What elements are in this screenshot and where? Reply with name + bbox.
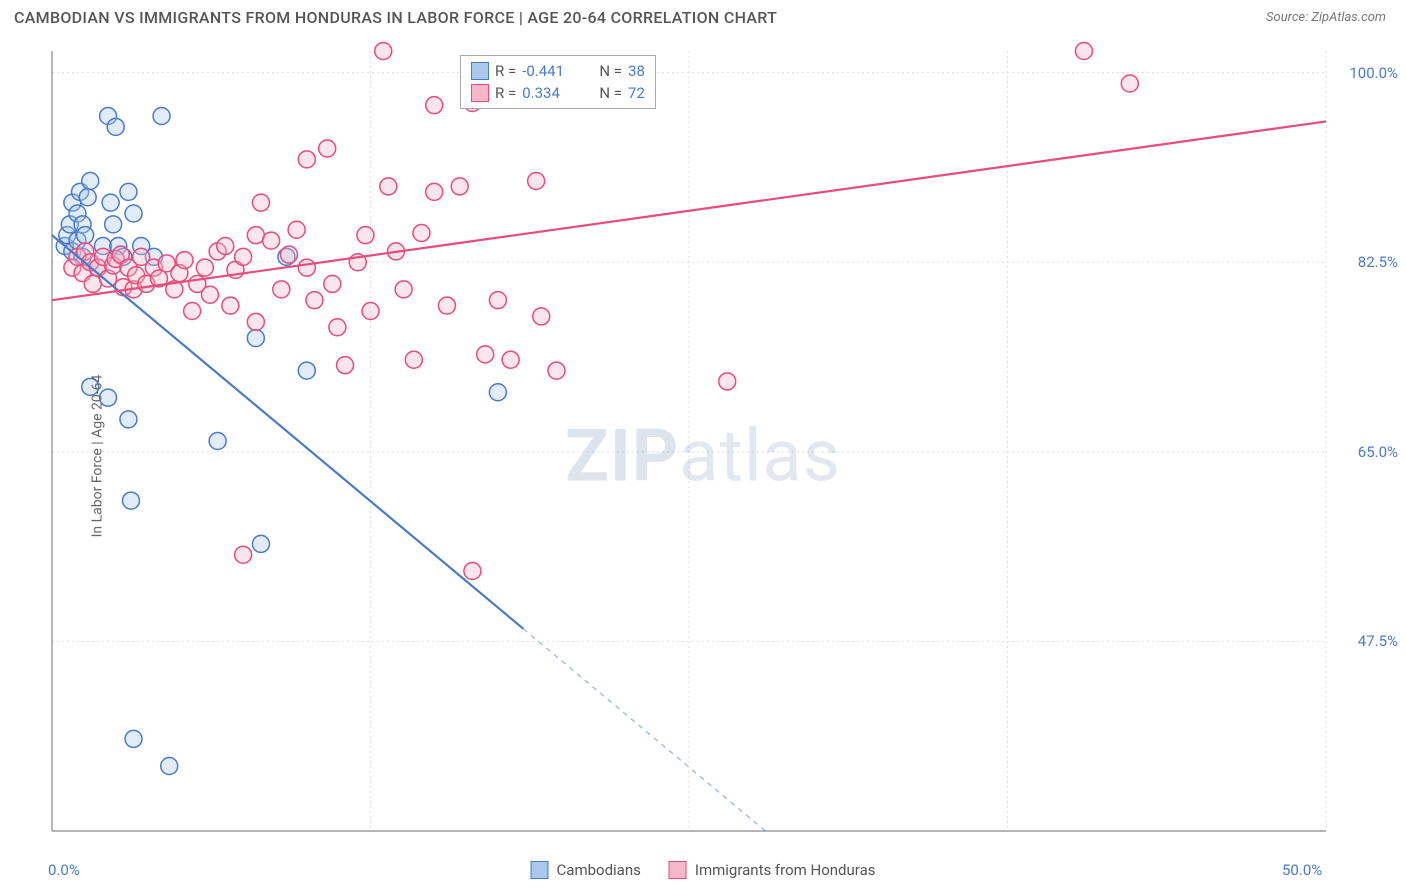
chart-title: CAMBODIAN VS IMMIGRANTS FROM HONDURAS IN… [14, 8, 777, 27]
x-tick-label: 0.0% [48, 861, 80, 879]
legend-swatch [531, 861, 549, 879]
y-tick-label: 47.5% [1358, 632, 1398, 650]
y-tick-label: 65.0% [1358, 443, 1398, 461]
legend-label: Immigrants from Honduras [695, 861, 876, 879]
y-tick-label: 100.0% [1349, 64, 1398, 82]
scatter-plot [0, 31, 1406, 881]
legend-swatch [471, 84, 489, 102]
chart-container: ZIPatlas In Labor Force | Age 20-64 100.… [0, 31, 1406, 881]
stats-legend: R = -0.441 N = 38R = 0.334 N = 72 [460, 55, 656, 109]
y-axis-label: In Labor Force | Age 20-64 [89, 375, 105, 538]
x-tick-label: 50.0% [1282, 861, 1322, 879]
source-attribution: Source: ZipAtlas.com [1266, 10, 1386, 25]
legend-swatch [669, 861, 687, 879]
legend-label: Cambodians [557, 861, 641, 879]
series-legend: Cambodians Immigrants from Honduras [531, 861, 876, 879]
legend-swatch [471, 62, 489, 80]
y-tick-label: 82.5% [1358, 253, 1398, 271]
